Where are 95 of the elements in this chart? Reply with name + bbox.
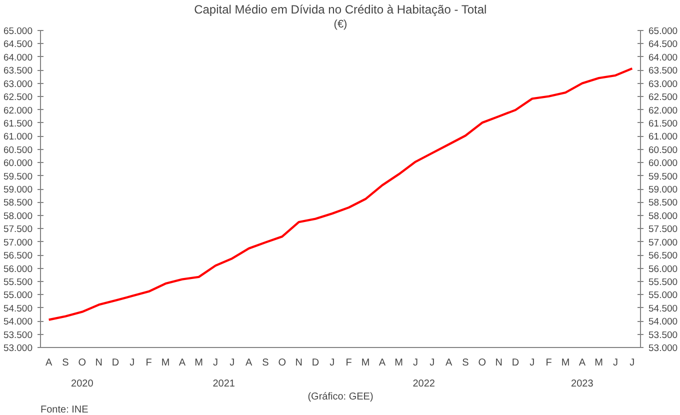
- y-tick-label: 58.500: [3, 198, 33, 209]
- y-tick-label: 63.500: [3, 66, 33, 77]
- text: 2021: [212, 378, 236, 390]
- y2-tick-label: 62.500: [648, 92, 678, 104]
- y2-tick-label: 54.000: [648, 316, 678, 328]
- y2-tick-label: 57.500: [648, 224, 678, 236]
- x-tick-label: M: [194, 358, 204, 368]
- x-tick-label: J: [530, 358, 535, 368]
- y-tick-label: 64.000: [3, 52, 33, 64]
- y-tick-label: 53.500: [3, 330, 33, 341]
- x-tick-label: M: [561, 358, 570, 368]
- x-tick-label: M: [594, 358, 604, 368]
- x-tick-label: A: [578, 358, 586, 368]
- x-tick-label: A: [378, 358, 386, 368]
- x-tick-label: J: [213, 358, 218, 368]
- x-tick-label: D: [112, 358, 120, 368]
- y-tick-label: 54.500: [3, 303, 33, 314]
- line-series: [48, 67, 634, 321]
- x-tick-label: J: [230, 358, 235, 368]
- x-tick-label: S: [262, 358, 270, 368]
- source-note: Fonte: INE: [40, 404, 89, 415]
- x-tick-label: D: [512, 358, 520, 368]
- y-tick-label: 57.000: [3, 237, 33, 248]
- x-tick-label: J: [613, 358, 618, 368]
- text: 2020: [71, 378, 94, 390]
- y2-tick-label: 60.000: [648, 158, 678, 170]
- x-tick-label: S: [62, 358, 70, 368]
- x-tick-label: M: [361, 358, 370, 368]
- chart-subtitle: (€): [334, 18, 348, 30]
- y-tick-label: 53.000: [3, 343, 33, 354]
- y2-tick-label: 61.500: [648, 118, 678, 130]
- y-tick-label: 62.000: [3, 105, 33, 116]
- x-tick-label: S: [462, 358, 470, 368]
- y-tick-label: 55.500: [3, 276, 33, 288]
- text: (Gráfico: GEE): [308, 392, 374, 402]
- x-tick-label: N: [95, 358, 102, 368]
- y2-tick-label: 64.000: [648, 52, 678, 64]
- x-tick-label: N: [495, 358, 502, 368]
- x-tick-label: J: [413, 358, 418, 368]
- y2-tick-label: 57.000: [648, 237, 678, 248]
- y2-tick-label: 60.500: [648, 144, 678, 156]
- y2-tick-label: 59.500: [648, 171, 678, 182]
- y-tick-label: 59.500: [3, 171, 33, 182]
- x-tick-label: A: [46, 358, 52, 368]
- x-tick-label: J: [430, 358, 435, 368]
- y-tick-label: 61.000: [3, 132, 33, 143]
- x-tick-label: O: [478, 358, 486, 368]
- chart-title: Capital Médio em Dívida no Crédito à Habitação - Total: [194, 2, 487, 16]
- x-tick-label: J: [630, 358, 635, 368]
- x-tick-label: O: [78, 358, 86, 368]
- x-tick-label: A: [446, 358, 452, 368]
- x-tick-label: N: [295, 358, 302, 368]
- y-tick-label: 58.000: [3, 210, 33, 222]
- x-tick-label: D: [312, 358, 320, 368]
- y2-tick-label: 65.000: [648, 26, 678, 37]
- x-tick-label: F: [146, 358, 152, 368]
- y2-tick-label: 61.000: [648, 132, 678, 143]
- y-tick-label: 65.000: [3, 26, 33, 37]
- y2-tick-label: 64.500: [648, 39, 678, 50]
- text: 2022: [412, 378, 436, 390]
- text: 2023: [571, 378, 594, 390]
- y2-tick-label: 53.500: [648, 330, 678, 341]
- y2-tick-label: 55.500: [648, 276, 678, 288]
- y2-tick-label: 55.000: [648, 290, 678, 302]
- x-tick-label: O: [278, 358, 286, 368]
- x-tick-label: F: [346, 358, 352, 368]
- x-tick-label: J: [130, 358, 135, 368]
- y-tick-label: 60.000: [3, 158, 33, 170]
- x-tick-label: A: [246, 358, 252, 368]
- y-tick-label: 59.000: [3, 184, 33, 196]
- y2-tick-label: 58.000: [648, 210, 678, 222]
- x-tick-label: J: [330, 358, 335, 368]
- y2-tick-label: 56.500: [648, 250, 678, 262]
- y-tick-label: 60.500: [3, 144, 33, 156]
- y2-tick-label: 62.000: [648, 105, 678, 116]
- y-tick-label: 62.500: [3, 92, 33, 104]
- y-tick-label: 56.000: [3, 264, 33, 275]
- x-tick-label: F: [546, 358, 552, 368]
- y-tick-label: 61.500: [3, 118, 33, 130]
- y-tick-label: 54.000: [3, 316, 33, 328]
- y2-tick-label: 63.000: [648, 78, 678, 90]
- y-tick-label: 55.000: [3, 290, 33, 302]
- y2-tick-label: 58.500: [648, 198, 678, 209]
- y2-tick-label: 59.000: [648, 184, 678, 196]
- y2-tick-label: 53.000: [648, 343, 678, 354]
- y2-tick-label: 63.500: [648, 66, 678, 77]
- y-tick-label: 63.000: [3, 78, 33, 90]
- y-tick-label: 57.500: [3, 224, 33, 236]
- x-tick-label: M: [394, 358, 404, 368]
- x-tick-label: A: [178, 358, 186, 368]
- y2-tick-label: 56.000: [648, 264, 678, 275]
- y-tick-label: 64.500: [3, 39, 33, 50]
- y2-tick-label: 54.500: [648, 303, 678, 314]
- x-tick-label: M: [161, 358, 170, 368]
- y-tick-label: 56.500: [3, 250, 33, 262]
